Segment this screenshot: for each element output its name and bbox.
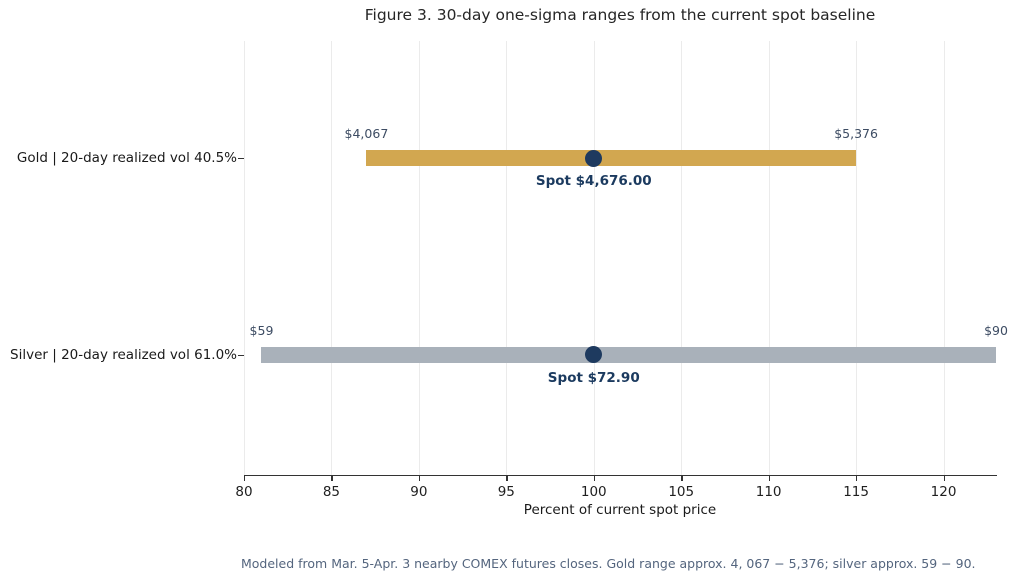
gold-high-label: $5,376	[834, 126, 878, 142]
silver-high-label: $90	[984, 322, 1008, 338]
x-tick-label-115: 115	[843, 484, 869, 500]
x-tick-100	[593, 476, 596, 481]
gold-spot-label: Spot $4,676.00	[535, 173, 652, 190]
silver-low-label: $59	[249, 322, 274, 338]
silver-range-bar	[261, 346, 996, 363]
x-tick-95	[506, 476, 508, 481]
chart-title: Figure 3. 30-day one-sigma ranges from t…	[364, 6, 876, 24]
gridline-105	[681, 41, 683, 475]
x-tick-label-95: 95	[497, 484, 515, 500]
silver-y-tick	[238, 354, 244, 357]
x-tick-label-100: 100	[580, 484, 607, 500]
x-tick-105	[681, 476, 683, 481]
gold-spot-marker	[585, 149, 603, 167]
x-tick-85	[331, 476, 333, 481]
silver-spot-label: Spot $72.90	[547, 369, 640, 386]
x-axis-label: Percent of current spot price	[523, 502, 717, 518]
x-tick-label-85: 85	[322, 484, 341, 500]
gold-y-tick	[238, 158, 244, 160]
gridline-115	[856, 41, 858, 475]
gridline-110	[768, 41, 770, 475]
x-tick-label-90: 90	[410, 484, 428, 500]
gridline-85	[331, 41, 333, 475]
gridline-120	[943, 41, 945, 475]
x-tick-label-80: 80	[235, 484, 253, 500]
x-tick-115	[856, 476, 858, 481]
gold-range-bar	[366, 150, 857, 167]
x-tick-label-110: 110	[755, 484, 782, 500]
x-tick-label-105: 105	[668, 484, 695, 500]
silver-category-label: Silver | 20-day realized vol 61.0%	[10, 346, 237, 363]
gold-low-label: $4,067	[344, 126, 389, 142]
gold-category-label: Gold | 20-day realized vol 40.5%	[16, 150, 237, 167]
x-tick-110	[768, 476, 770, 481]
gridline-100	[593, 41, 595, 475]
gridline-80	[244, 41, 245, 475]
gridline-90	[418, 41, 420, 475]
silver-spot-marker	[585, 346, 603, 364]
x-axis-spine	[244, 475, 997, 477]
x-tick-90	[418, 476, 421, 481]
x-tick-label-120: 120	[930, 484, 957, 500]
plot-area: $4,067 $5,376 Spot $4,676.00 $59 $90 Spot $72…	[244, 41, 1008, 475]
gridline-95	[506, 41, 508, 475]
x-tick-80	[244, 476, 246, 481]
footnote: Modeled from Mar. 5-Apr. 3 nearby COMEX …	[241, 556, 976, 571]
x-tick-120	[943, 476, 945, 481]
